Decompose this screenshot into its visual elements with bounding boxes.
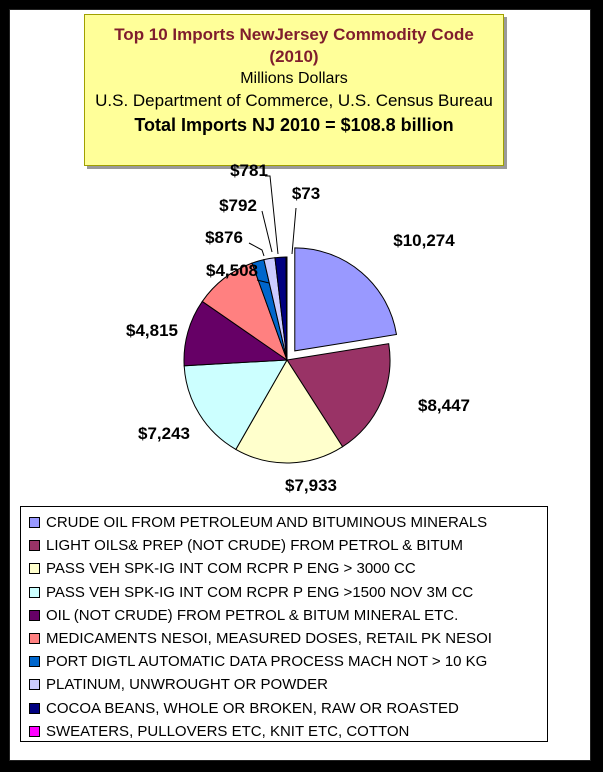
label-leader-line [265, 175, 279, 255]
pie-slice [286, 343, 391, 448]
pie-slice [285, 256, 288, 361]
legend-label: COCOA BEANS, WHOLE OR BROKEN, RAW OR ROA… [46, 699, 459, 717]
data-label: $4,815 [126, 321, 178, 340]
legend-item: PASS VEH SPK-IG INT COM RCPR P ENG > 300… [21, 557, 547, 580]
data-label: $8,447 [418, 396, 470, 415]
legend-label: PASS VEH SPK-IG INT COM RCPR P ENG > 300… [46, 560, 416, 578]
label-leader-line [261, 210, 273, 253]
chart-subtitle-source: U.S. Department of Commerce, U.S. Census… [95, 91, 493, 110]
pie-slice [183, 300, 289, 367]
legend-item: LIGHT OILS& PREP (NOT CRUDE) FROM PETROL… [21, 534, 547, 557]
legend-swatch [29, 702, 40, 714]
legend-label: LIGHT OILS& PREP (NOT CRUDE) FROM PETROL… [46, 537, 464, 555]
legend-label: OIL (NOT CRUDE) FROM PETROL & BITUM MINE… [46, 606, 459, 624]
legend-swatch [29, 586, 40, 598]
legend-swatch [29, 656, 40, 668]
title-box: Top 10 Imports NewJersey Commodity Code … [84, 14, 504, 166]
legend-label: SWEATERS, PULLOVERS ETC, KNIT ETC, COTTO… [46, 722, 410, 740]
data-label: $7,243 [138, 424, 190, 443]
legend-item: OIL (NOT CRUDE) FROM PETROL & BITUM MINE… [21, 604, 547, 627]
legend-item: MEDICAMENTS NESOI, MEASURED DOSES, RETAI… [21, 627, 547, 650]
data-label: $4,508 [206, 261, 258, 280]
pie-slice [294, 247, 398, 352]
data-label: $792 [219, 196, 257, 215]
chart-title-line1: Top 10 Imports NewJersey Commodity Code [114, 25, 474, 44]
data-label: $7,933 [285, 476, 337, 495]
legend-swatch [29, 517, 40, 529]
legend-item: PLATINUM, UNWROUGHT OR POWDER [21, 673, 547, 696]
data-label: $876 [205, 228, 243, 247]
legend-swatch [29, 540, 40, 552]
data-label: $781 [230, 161, 268, 180]
label-leader-line [291, 207, 297, 255]
legend-label: MEDICAMENTS NESOI, MEASURED DOSES, RETAI… [46, 630, 492, 648]
legend-item: PASS VEH SPK-IG INT COM RCPR P ENG >1500… [21, 581, 547, 604]
legend-item: CRUDE OIL FROM PETROLEUM AND BITUMINOUS … [21, 511, 547, 534]
legend-label: PLATINUM, UNWROUGHT OR POWDER [46, 676, 328, 694]
legend-label: PORT DIGTL AUTOMATIC DATA PROCESS MACH N… [46, 653, 488, 671]
data-label: $73 [292, 184, 320, 203]
legend-item: SWEATERS, PULLOVERS ETC, KNIT ETC, COTTO… [21, 720, 547, 743]
chart-subtitle-units: Millions Dollars [240, 70, 348, 87]
data-label: $10,274 [393, 231, 455, 250]
chart-title-line2: (2010) [269, 47, 319, 66]
legend-swatch [29, 609, 40, 621]
label-leader-line [256, 279, 270, 284]
legend-swatch [29, 679, 40, 691]
legend-swatch [29, 563, 40, 575]
legend: CRUDE OIL FROM PETROLEUM AND BITUMINOUS … [20, 506, 548, 742]
legend-label: PASS VEH SPK-IG INT COM RCPR P ENG >1500… [46, 583, 474, 601]
legend-label: CRUDE OIL FROM PETROLEUM AND BITUMINOUS … [46, 514, 488, 532]
pie-slice [235, 359, 344, 464]
pie-slice [183, 359, 288, 451]
legend-item: PORT DIGTL AUTOMATIC DATA PROCESS MACH N… [21, 650, 547, 673]
legend-swatch [29, 725, 40, 737]
chart-total: Total Imports NJ 2010 = $108.8 billion [134, 115, 454, 135]
label-leader-line [248, 242, 265, 257]
legend-item: COCOA BEANS, WHOLE OR BROKEN, RAW OR ROA… [21, 697, 547, 720]
legend-swatch [29, 633, 40, 645]
